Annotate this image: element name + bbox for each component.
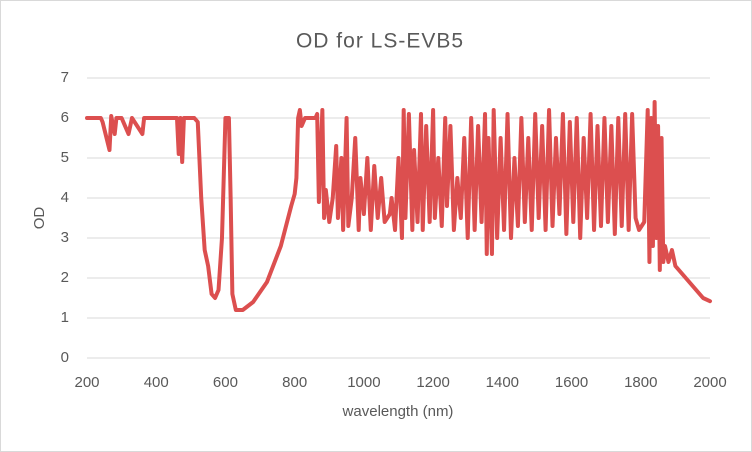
y-tick-label: 0	[61, 349, 69, 366]
x-tick-label: 1600	[555, 374, 588, 391]
x-tick-label: 600	[213, 374, 238, 391]
y-tick-label: 4	[61, 189, 69, 206]
x-tick-label: 200	[74, 374, 99, 391]
y-tick-label: 6	[61, 109, 69, 126]
y-tick-label: 7	[61, 69, 69, 86]
x-tick-label: 2000	[693, 374, 726, 391]
y-tick-label: 3	[61, 229, 69, 246]
y-tick-label: 1	[61, 309, 69, 326]
x-tick-label: 1400	[486, 374, 519, 391]
y-axis-label: OD	[31, 207, 48, 230]
y-tick-label: 2	[61, 269, 69, 286]
x-tick-label: 800	[282, 374, 307, 391]
chart-title: OD for LS-EVB5	[296, 30, 464, 53]
y-tick-label: 5	[61, 149, 69, 166]
x-tick-label: 1800	[624, 374, 657, 391]
x-tick-label: 1200	[416, 374, 449, 391]
data-line	[85, 100, 712, 312]
x-axis-label: wavelength (nm)	[342, 403, 454, 420]
x-tick-label: 1000	[347, 374, 380, 391]
x-tick-label: 400	[144, 374, 169, 391]
